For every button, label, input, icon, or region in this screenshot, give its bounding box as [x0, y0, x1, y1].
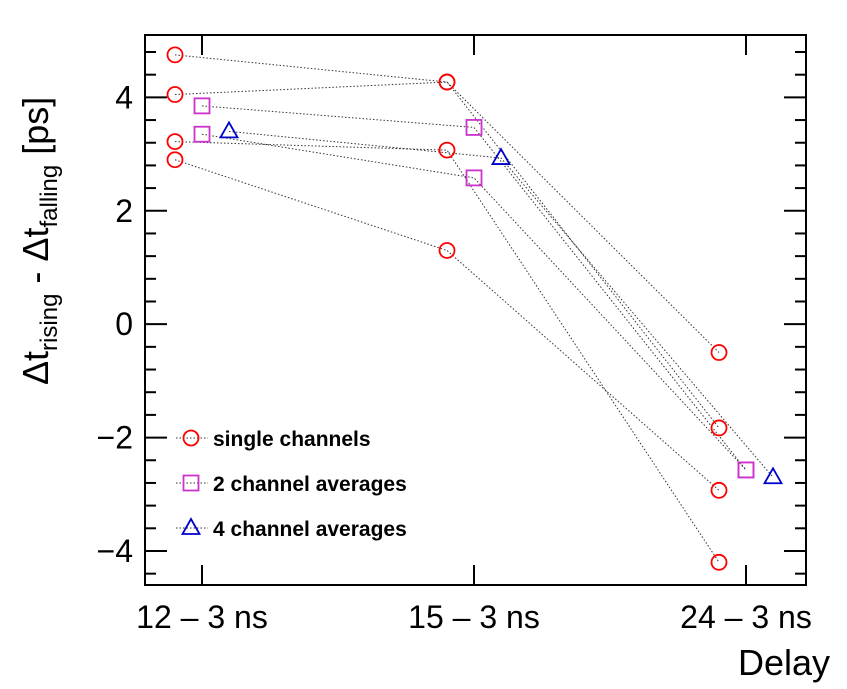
legend-marker-square [182, 474, 200, 492]
data-point-square [193, 97, 211, 115]
tick-labels: −4 −2 0 2 4 12 – 3 ns 15 – 3 ns 24 – 3 ns [97, 79, 812, 635]
y-tick-label: 0 [115, 306, 133, 342]
x-axis-title: Delay [738, 642, 830, 683]
data-point-circle [710, 344, 728, 361]
legend: single channels 2 channel averages 4 chann… [176, 428, 407, 541]
legend-label: 4 channel averages [213, 518, 407, 541]
y-tick-label: −4 [97, 533, 133, 569]
y-title-minus: - Δt [15, 228, 56, 294]
legend-marker-triangle [180, 517, 202, 535]
y-tick-label: 2 [115, 193, 133, 229]
legend-label: single channels [213, 428, 371, 451]
y-title-sub-rising: rising [36, 294, 63, 351]
data-point-circle [710, 419, 728, 437]
series-line [174, 54, 720, 429]
series-line [228, 130, 774, 478]
legend-marker-circle [182, 429, 200, 447]
data-point-circle [166, 133, 184, 150]
plot-frame [144, 34, 807, 586]
y-title-delta: Δt [15, 351, 56, 385]
axis-ticks [145, 35, 806, 585]
y-tick-label: −2 [97, 420, 133, 456]
series-line [174, 81, 720, 353]
data-point-triangle [762, 466, 784, 485]
data-point-circle [166, 46, 184, 64]
data-point-circle [438, 73, 456, 91]
data-point-square [465, 119, 483, 136]
data-point-circle [166, 86, 184, 103]
data-point-triangle [490, 147, 512, 165]
series-line [201, 105, 747, 471]
data-point-square [465, 169, 483, 187]
series-line [174, 159, 720, 491]
x-tick-label: 24 – 3 ns [680, 599, 812, 635]
plot-markers [166, 46, 784, 571]
data-point-circle [710, 481, 728, 499]
data-point-square [737, 461, 755, 479]
data-point-circle [438, 242, 456, 259]
x-tick-label: 12 – 3 ns [136, 599, 268, 635]
y-axis-title: Δtrising - Δtfalling [ps] [15, 97, 63, 385]
y-title-sub-falling: falling [36, 165, 63, 228]
series-line [174, 141, 720, 563]
series-line [201, 133, 747, 471]
data-point-circle [438, 141, 456, 159]
data-point-circle [710, 553, 728, 571]
x-tick-label: 15 – 3 ns [408, 599, 540, 635]
plot-lines [174, 54, 774, 563]
legend-label: 2 channel averages [213, 473, 407, 496]
y-tick-label: 4 [115, 79, 133, 115]
data-point-circle [166, 151, 184, 169]
data-point-square [737, 461, 755, 479]
y-title-unit: [ps] [15, 97, 56, 165]
data-point-square [193, 125, 211, 143]
data-point-triangle [218, 120, 240, 139]
